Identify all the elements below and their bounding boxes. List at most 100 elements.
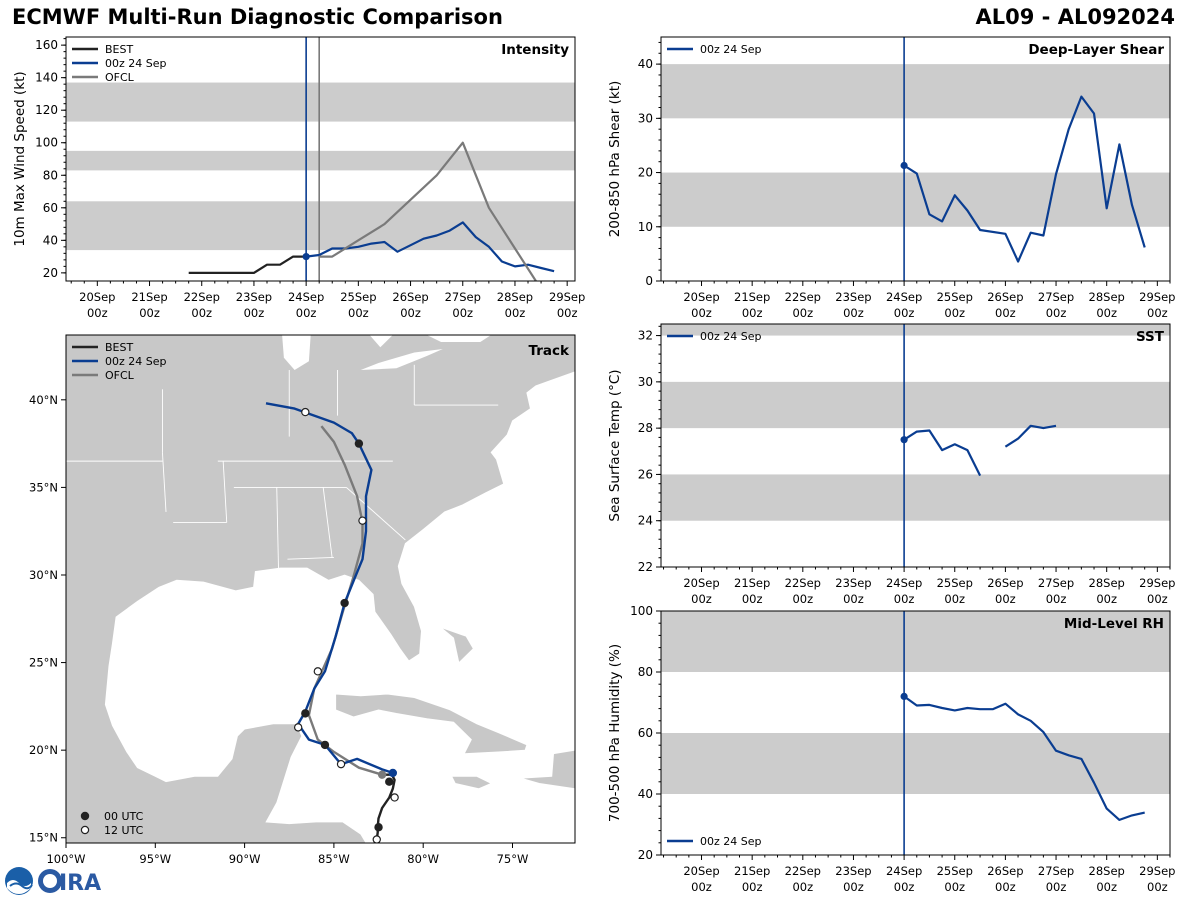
- intensity-legend-label-0: BEST: [105, 43, 133, 56]
- sst-xtick-sublabel-0: 00z: [691, 592, 712, 606]
- rh-xtick-label-7: 27Sep: [1038, 864, 1074, 878]
- rh-xtick-sublabel-6: 00z: [995, 880, 1016, 894]
- intensity-ytick-label-0: 20: [43, 266, 58, 280]
- lake-huron: [369, 335, 393, 348]
- track-title: Track: [529, 343, 570, 359]
- shear-band-1: [661, 64, 1170, 119]
- sst-ytick-label-0: 22: [638, 560, 653, 574]
- track-legend-label-1: 00z 24 Sep: [105, 355, 167, 368]
- track-marker-1-5: [313, 667, 323, 676]
- shear-plot-area: [661, 37, 1170, 281]
- rh-xtick-label-0: 20Sep: [683, 864, 719, 878]
- sst-xtick-label-6: 26Sep: [987, 576, 1023, 590]
- sst-band-2: [661, 324, 1170, 336]
- rh-xtick-sublabel-3: 00z: [843, 880, 864, 894]
- intensity-xtick-sublabel-8: 00z: [505, 306, 526, 320]
- intensity-ytick-label-7: 160: [35, 38, 58, 52]
- shear-xtick-label-4: 24Sep: [886, 290, 922, 304]
- rh-ylabel: 700-500 hPa Humidity (%): [607, 644, 623, 822]
- agency-logos: IRA: [5, 867, 101, 896]
- sst-ylabel: Sea Surface Temp (°C): [607, 369, 623, 521]
- rh-xtick-label-1: 21Sep: [734, 864, 770, 878]
- track-marker-legend-symbol-0: [80, 811, 90, 821]
- land-bahamas: [440, 627, 474, 664]
- intensity-series-0-line-0: [188, 255, 307, 274]
- intensity-band-0: [66, 201, 575, 251]
- sst-init-point: [900, 436, 908, 444]
- track-marker-1-0: [388, 768, 398, 778]
- rh-ytick-label-4: 100: [630, 604, 653, 618]
- intensity-xtick-label-9: 29Sep: [549, 290, 585, 304]
- rh-band-0: [661, 733, 1170, 794]
- shear-frame: [660, 36, 1171, 282]
- shear-xtick-sublabel-1: 00z: [742, 306, 763, 320]
- rh-xtick-label-9: 29Sep: [1139, 864, 1175, 878]
- intensity-xtick-sublabel-0: 00z: [87, 306, 108, 320]
- intensity-xtick-label-6: 26Sep: [392, 290, 428, 304]
- track-marker-0-2: [390, 793, 399, 802]
- sst-xtick-label-4: 24Sep: [886, 576, 922, 590]
- sst-series-0-line-0: [903, 429, 982, 477]
- track-xtick-label-3: 85°W: [318, 852, 350, 866]
- shear-series-0-line-0: [903, 95, 1146, 263]
- rh-xtick-sublabel-4: 00z: [894, 880, 915, 894]
- intensity-ytick-label-4: 100: [35, 136, 58, 150]
- track-marker-1-1: [336, 759, 346, 769]
- intensity-band-2: [66, 82, 575, 122]
- shear-ytick-label-3: 30: [638, 111, 653, 125]
- shear-xtick-label-5: 25Sep: [937, 290, 973, 304]
- sst-xtick-label-8: 28Sep: [1089, 576, 1125, 590]
- intensity-xtick-label-8: 28Sep: [497, 290, 533, 304]
- land-cuba: [335, 693, 528, 755]
- intensity-xtick-sublabel-5: 00z: [348, 306, 369, 320]
- sst-xtick-sublabel-9: 00z: [1147, 592, 1168, 606]
- track-ytick-label-3: 30°N: [29, 568, 58, 582]
- shear-xtick-sublabel-5: 00z: [944, 306, 965, 320]
- shear-ytick-label-0: 0: [645, 274, 653, 288]
- sst-series-0-line-1: [1004, 424, 1057, 448]
- sst-ytick-label-4: 30: [638, 375, 653, 389]
- sst-xtick-label-1: 21Sep: [734, 576, 770, 590]
- land-jamaica: [451, 776, 493, 790]
- shear-xtick-label-3: 23Sep: [835, 290, 871, 304]
- rh-panel: 20 40 60 80 100 20Sep 00z 21Sep 00z 22Sep 00z 23Sep…: [607, 604, 1175, 894]
- intensity-series-2-line-0: [319, 141, 538, 281]
- state-border-6: [287, 557, 334, 560]
- track-marker-0-3: [385, 777, 394, 786]
- shear-xtick-label-7: 27Sep: [1038, 290, 1074, 304]
- intensity-band-1: [66, 150, 575, 171]
- track-marker-1-9: [301, 407, 310, 417]
- track-ytick-label-5: 40°N: [29, 393, 58, 407]
- intensity-xtick-label-3: 23Sep: [236, 290, 272, 304]
- intensity-xtick-label-4: 24Sep: [288, 290, 324, 304]
- track-marker-1-7: [358, 516, 367, 525]
- rh-xtick-sublabel-0: 00z: [691, 880, 712, 894]
- lake-erie: [360, 349, 443, 370]
- rh-xtick-label-6: 26Sep: [987, 864, 1023, 878]
- track-marker-1-4: [301, 709, 310, 718]
- track-xtick-label-0: 100°W: [46, 852, 85, 866]
- intensity-ytick-label-3: 80: [43, 168, 58, 182]
- intensity-xtick-sublabel-4: 00z: [296, 306, 317, 320]
- sst-band-1: [661, 381, 1170, 429]
- intensity-frame: [65, 36, 576, 282]
- rh-title: Mid-Level RH: [1064, 616, 1164, 632]
- cira-logo-icon: IRA: [38, 869, 101, 896]
- sst-xtick-sublabel-3: 00z: [843, 592, 864, 606]
- track-marker-legend-label-0: 00 UTC: [104, 810, 144, 823]
- rh-xtick-sublabel-1: 00z: [742, 880, 763, 894]
- track-ytick-label-2: 25°N: [29, 656, 58, 670]
- track-marker-0-0: [372, 835, 381, 843]
- track-xtick-label-2: 90°W: [229, 852, 261, 866]
- intensity-xtick-sublabel-2: 00z: [191, 306, 212, 320]
- sst-xtick-label-3: 23Sep: [835, 576, 871, 590]
- sst-xtick-sublabel-4: 00z: [894, 592, 915, 606]
- sst-frame: [660, 323, 1171, 568]
- svg-text:IRA: IRA: [59, 871, 101, 896]
- rh-series-0-line-0: [903, 695, 1145, 822]
- sst-xtick-sublabel-5: 00z: [944, 592, 965, 606]
- sst-xtick-sublabel-6: 00z: [995, 592, 1016, 606]
- sst-legend-label-0: 00z 24 Sep: [700, 330, 762, 343]
- sst-ytick-label-1: 24: [638, 514, 653, 528]
